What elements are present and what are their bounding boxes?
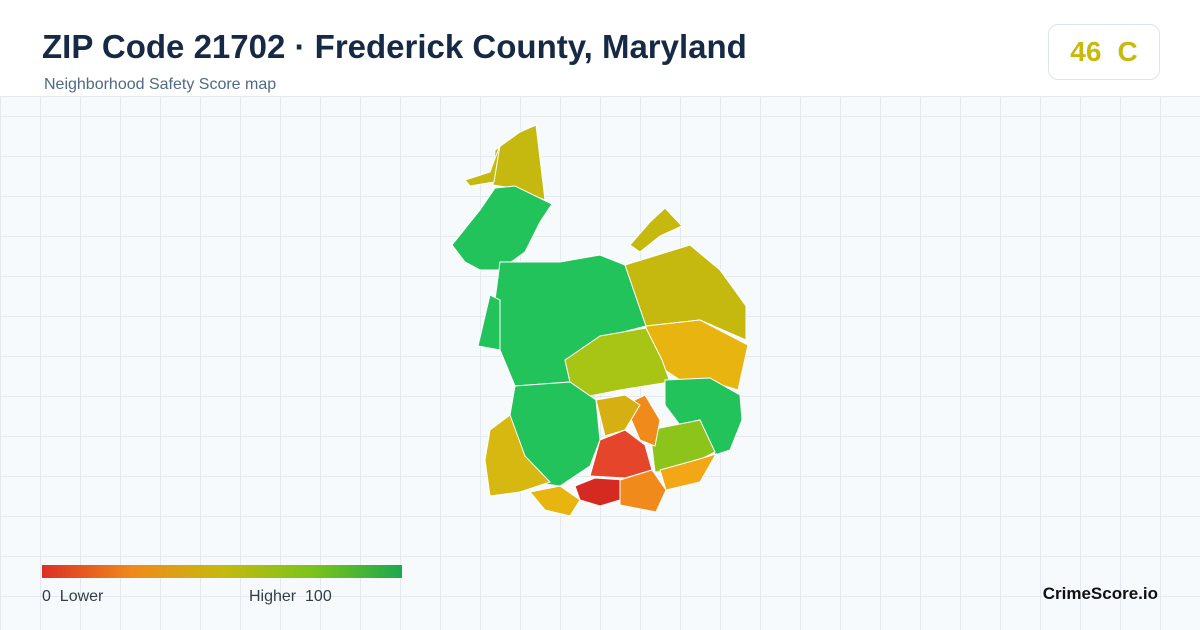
brand: CrimeScore.io bbox=[1042, 584, 1158, 603]
score-value: 46 bbox=[1070, 36, 1102, 67]
area bbox=[619, 469, 667, 513]
score-badge: 46 C bbox=[1048, 24, 1160, 80]
legend-max-label: Higher bbox=[249, 588, 297, 605]
area bbox=[464, 144, 501, 187]
area bbox=[484, 414, 551, 497]
title: ZIP Code 21702 · Frederick County, Maryl… bbox=[42, 28, 747, 65]
legend-max: Higher 100 bbox=[249, 588, 332, 606]
area bbox=[595, 394, 641, 437]
score-grade: C bbox=[1117, 36, 1138, 67]
header bbox=[0, 0, 1200, 97]
area bbox=[477, 294, 501, 351]
area bbox=[664, 377, 743, 456]
legend-max-value: 100 bbox=[305, 588, 332, 605]
subtitle: Neighborhood Safety Score map bbox=[44, 76, 277, 93]
area bbox=[659, 453, 718, 491]
legend-bar bbox=[42, 565, 402, 578]
area bbox=[451, 185, 553, 271]
legend-min: 0 Lower bbox=[42, 588, 103, 606]
legend-min-value: 0 bbox=[42, 588, 51, 605]
legend-min-label: Lower bbox=[59, 588, 104, 605]
area bbox=[629, 207, 683, 253]
area bbox=[529, 485, 581, 517]
area bbox=[574, 477, 626, 507]
